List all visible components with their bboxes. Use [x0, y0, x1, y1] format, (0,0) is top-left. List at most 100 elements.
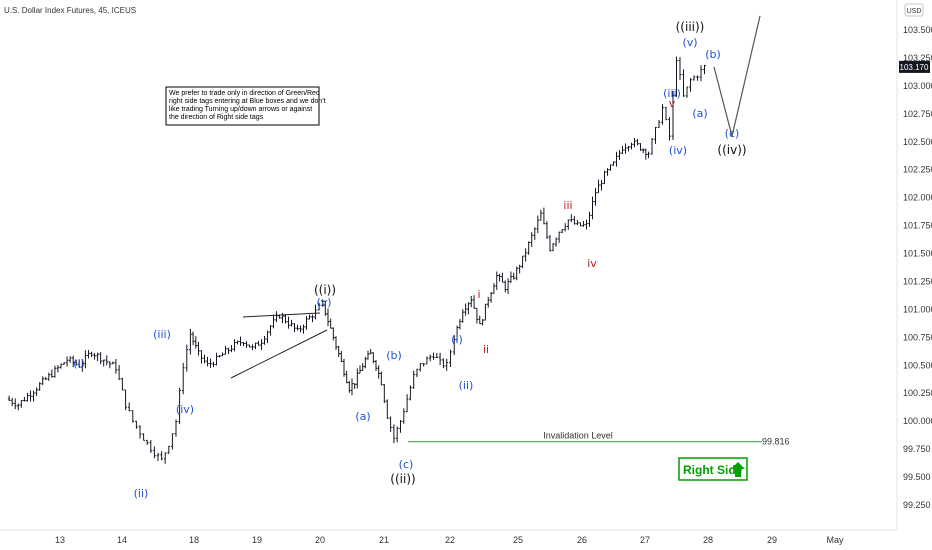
ohlc-bar: [542, 207, 546, 225]
note-line-4: the direction of Right side tags: [169, 114, 264, 121]
ohlc-bar: [296, 324, 299, 331]
right-side-frame: [678, 457, 748, 481]
ohlc-bar: [239, 336, 242, 346]
last-price-value: 103.170: [900, 63, 929, 72]
ohlc-bar: [284, 314, 287, 324]
wave-label: (c): [725, 127, 740, 140]
ohlc-bar: [356, 368, 359, 389]
ohlc-bar: [609, 164, 612, 171]
wave-label: ((iii)): [676, 20, 705, 34]
invalidation-label: Invalidation Level: [543, 431, 613, 441]
time-tick-label: 26: [577, 535, 587, 545]
ohlc-bar: [302, 324, 305, 334]
price-tick-label: 100.000: [903, 416, 932, 426]
ohlc-bar: [311, 314, 314, 323]
ohlc-bar: [272, 314, 275, 329]
wave-labels: (i)(ii)(iii)(iv)(v)((i))(a)(b)(c)((ii))(…: [73, 20, 746, 500]
ohlc-bar: [455, 325, 459, 344]
ohlc-bar: [692, 75, 696, 81]
ohlc-bar: [99, 352, 102, 365]
ohlc-bar: [90, 351, 93, 358]
ohlc-bar: [364, 356, 367, 369]
ohlc-bar: [475, 307, 479, 324]
ohlc-bar: [641, 148, 645, 154]
ohlc-bar: [467, 302, 470, 315]
ohlc-bar: [570, 214, 573, 223]
ohlc-bar: [512, 272, 516, 280]
ohlc-bar: [10, 397, 14, 407]
ohlc-bar: [171, 433, 174, 450]
ohlc-bar: [472, 295, 476, 309]
ohlc-bar: [156, 452, 160, 461]
ohlc-bar: [647, 151, 650, 159]
ohlc-bar: [332, 327, 335, 341]
price-tick-label: 99.500: [903, 472, 931, 482]
ohlc-bar: [678, 57, 682, 81]
time-tick-label: 28: [703, 535, 713, 545]
price-tick-label: 103.000: [903, 81, 932, 91]
ohlc-bar: [685, 86, 689, 98]
currency-badge[interactable]: [904, 3, 924, 17]
price-tick-label: 101.250: [903, 276, 932, 286]
ohlc-bar: [639, 143, 642, 151]
ohlc-bar: [131, 410, 135, 423]
ohlc-bar: [29, 390, 32, 402]
ohlc-bar: [597, 179, 600, 194]
ohlc-bar: [233, 339, 236, 352]
note-box: We prefer to trade only in direction of …: [165, 86, 326, 126]
ohlc-bar: [603, 170, 606, 185]
ohlc-bar: [533, 227, 537, 240]
wave-label: (a): [692, 107, 707, 120]
ohlc-bar: [47, 372, 51, 381]
ohlc-bar: [682, 69, 685, 97]
ohlc-bar: [35, 387, 38, 397]
ohlc-bar: [209, 358, 212, 368]
ohlc-bar: [527, 241, 530, 255]
ohlc-bar: [442, 358, 445, 369]
wave-label: (iv): [176, 403, 194, 416]
ohlc-bar: [563, 223, 567, 232]
wave-label: (v): [682, 36, 697, 49]
ohlc-bar: [566, 219, 570, 230]
ohlc-bar: [366, 350, 370, 360]
invalidation-price: 99.816: [762, 437, 790, 447]
ohlc-bar: [189, 328, 192, 355]
ohlc-bar: [361, 363, 364, 371]
ohlc-bar: [224, 345, 227, 355]
ohlc-bar: [554, 237, 558, 247]
ohlc-bar: [65, 356, 69, 367]
ohlc-bar: [149, 440, 153, 453]
ohlc-bar: [145, 439, 149, 445]
ohlc-bar: [452, 335, 456, 356]
ohlc-bar: [654, 126, 657, 144]
ohlc-bar: [102, 359, 105, 367]
ohlc-bar: [402, 408, 406, 424]
ohlc-bar: [464, 303, 467, 316]
ohlc-bar: [108, 361, 112, 369]
ohlc-bar: [56, 365, 60, 373]
ohlc-bar: [588, 211, 591, 227]
ohlc-bar: [395, 426, 399, 443]
ohlc-bar: [461, 309, 465, 323]
ohlc-bar: [227, 347, 230, 355]
ohlc-bar: [138, 425, 142, 439]
wave-label: ((ii)): [390, 472, 415, 486]
wave-label: (iv): [669, 144, 687, 157]
ohlc-bar: [84, 350, 87, 369]
wave-label: iii: [563, 199, 572, 212]
wave-label: (i): [73, 357, 85, 370]
ohlc-bar: [696, 75, 699, 81]
ohlc-bar: [478, 315, 482, 325]
time-tick-label: 21: [379, 535, 389, 545]
ohlc-bar: [650, 138, 654, 155]
ohlc-bar: [174, 419, 178, 437]
wave-label: ((iv)): [717, 143, 746, 157]
ohlc-bar: [269, 324, 272, 336]
note-frame: [165, 86, 320, 126]
ohlc-bar: [573, 216, 576, 225]
ohlc-bar: [353, 383, 356, 389]
ohlc-bar: [644, 148, 648, 160]
time-axis: 13 14 18 19 20 21 22 25 26 27 28 29 May: [0, 529, 897, 545]
